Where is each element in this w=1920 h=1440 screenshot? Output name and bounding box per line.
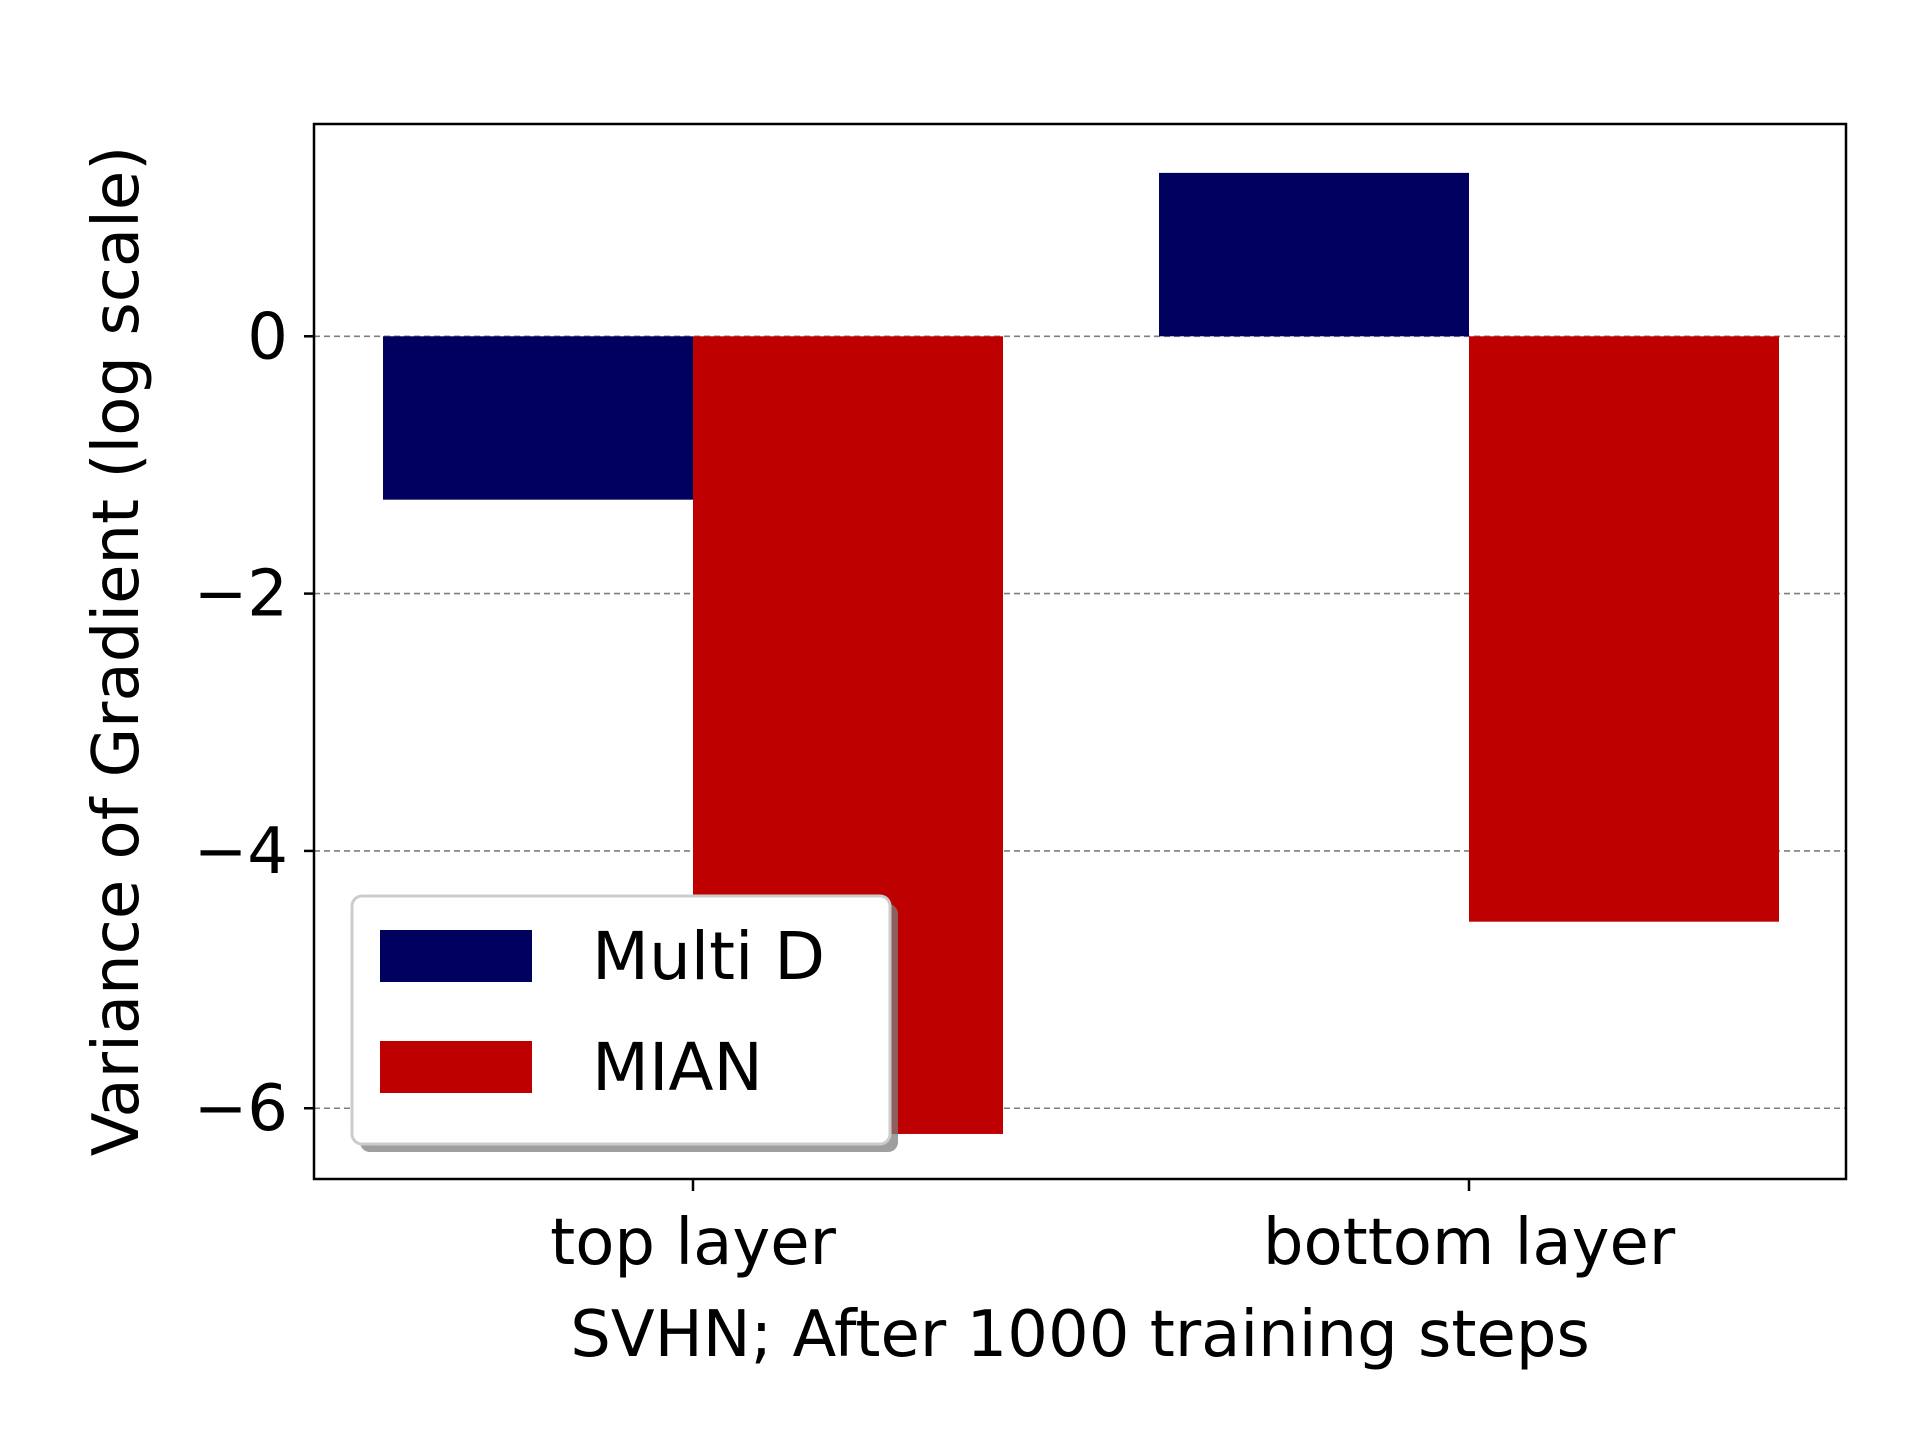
y-tick-label: 0 (247, 300, 288, 374)
bar-multi-d-bottom-layer (1159, 172, 1469, 337)
y-axis-ticks: 0 −2 −4 −6 (194, 300, 314, 1146)
x-axis-label: SVHN; After 1000 training steps (570, 1298, 1590, 1372)
x-axis-ticks: top layer bottom layer (550, 1179, 1676, 1280)
x-tick-label: top layer (550, 1206, 836, 1280)
legend-swatch-mian (380, 1041, 532, 1093)
bars (383, 172, 1779, 1134)
y-tick-label: −2 (194, 558, 288, 632)
bar-mian-bottom-layer (1469, 336, 1779, 922)
y-axis-label: Variance of Gradient (log scale) (80, 146, 154, 1157)
legend-swatch-multi-d (380, 930, 532, 982)
x-tick-label: bottom layer (1263, 1206, 1676, 1280)
bar-multi-d-top-layer (383, 336, 693, 500)
legend-label-multi-d: Multi D (592, 918, 825, 995)
y-tick-label: −6 (194, 1072, 288, 1146)
legend-label-mian: MIAN (592, 1029, 763, 1106)
legend: Multi D MIAN (350, 894, 898, 1152)
y-tick-label: −4 (194, 815, 288, 889)
plot-frame (312, 122, 1848, 1181)
